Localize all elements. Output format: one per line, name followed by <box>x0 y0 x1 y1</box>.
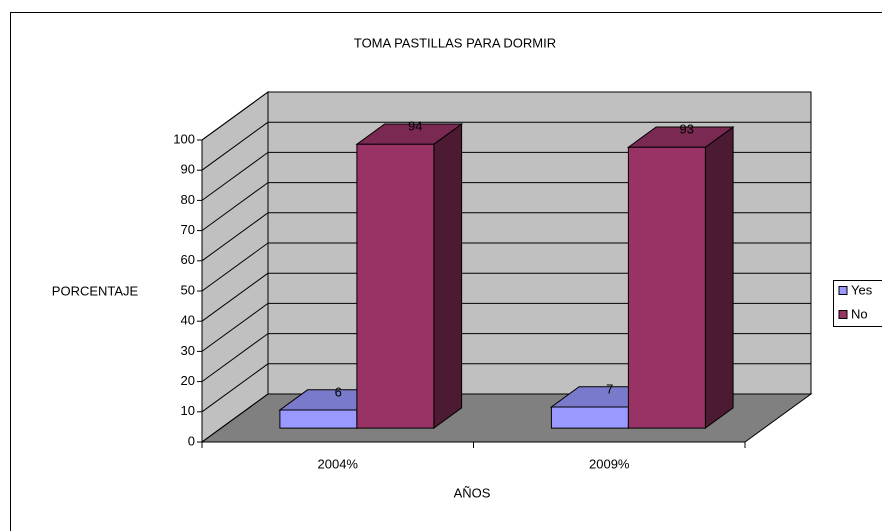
legend-swatch <box>838 286 848 295</box>
bar <box>550 406 629 429</box>
y-tick-label: 50 <box>181 282 195 297</box>
data-label: 93 <box>680 122 694 137</box>
y-tick-label: 100 <box>173 131 195 146</box>
y-tick-label: 60 <box>181 252 195 267</box>
bar-side <box>704 126 734 430</box>
data-label: 7 <box>606 381 613 396</box>
grid-line <box>201 272 269 322</box>
legend-swatch <box>838 310 848 319</box>
y-tick-label: 70 <box>181 222 195 237</box>
grid-line <box>201 393 269 443</box>
x-tick-label: 2004% <box>318 456 359 471</box>
grid-line <box>201 302 269 352</box>
y-tick-label: 30 <box>181 343 195 358</box>
x-tick-label: 2009% <box>589 456 630 471</box>
legend-label: Yes <box>851 282 873 297</box>
data-label: 94 <box>408 119 422 134</box>
bar <box>356 143 435 429</box>
bar <box>627 146 706 429</box>
y-tick-label: 40 <box>181 313 195 328</box>
grid-line <box>201 91 269 141</box>
grid-line <box>201 212 269 262</box>
bar <box>279 409 358 429</box>
grid-line <box>201 242 269 292</box>
grid-line <box>201 151 269 201</box>
y-tick-label: 90 <box>181 162 195 177</box>
y-tick-label: 80 <box>181 192 195 207</box>
y-tick-label: 20 <box>181 373 195 388</box>
grid-line <box>201 121 269 171</box>
y-tick-label: 10 <box>181 403 195 418</box>
y-tick-label: 0 <box>188 433 195 448</box>
x-axis-label: AÑOS <box>454 485 491 500</box>
grid-line <box>201 182 269 232</box>
data-label: 6 <box>335 384 342 399</box>
bar-side <box>433 123 463 430</box>
y-axis-label: PORCENTAJE <box>52 283 139 298</box>
grid-line <box>201 333 269 383</box>
chart-title: TOMA PASTILLAS PARA DORMIR <box>354 35 556 50</box>
legend-label: No <box>851 306 868 321</box>
grid-line <box>201 363 269 413</box>
